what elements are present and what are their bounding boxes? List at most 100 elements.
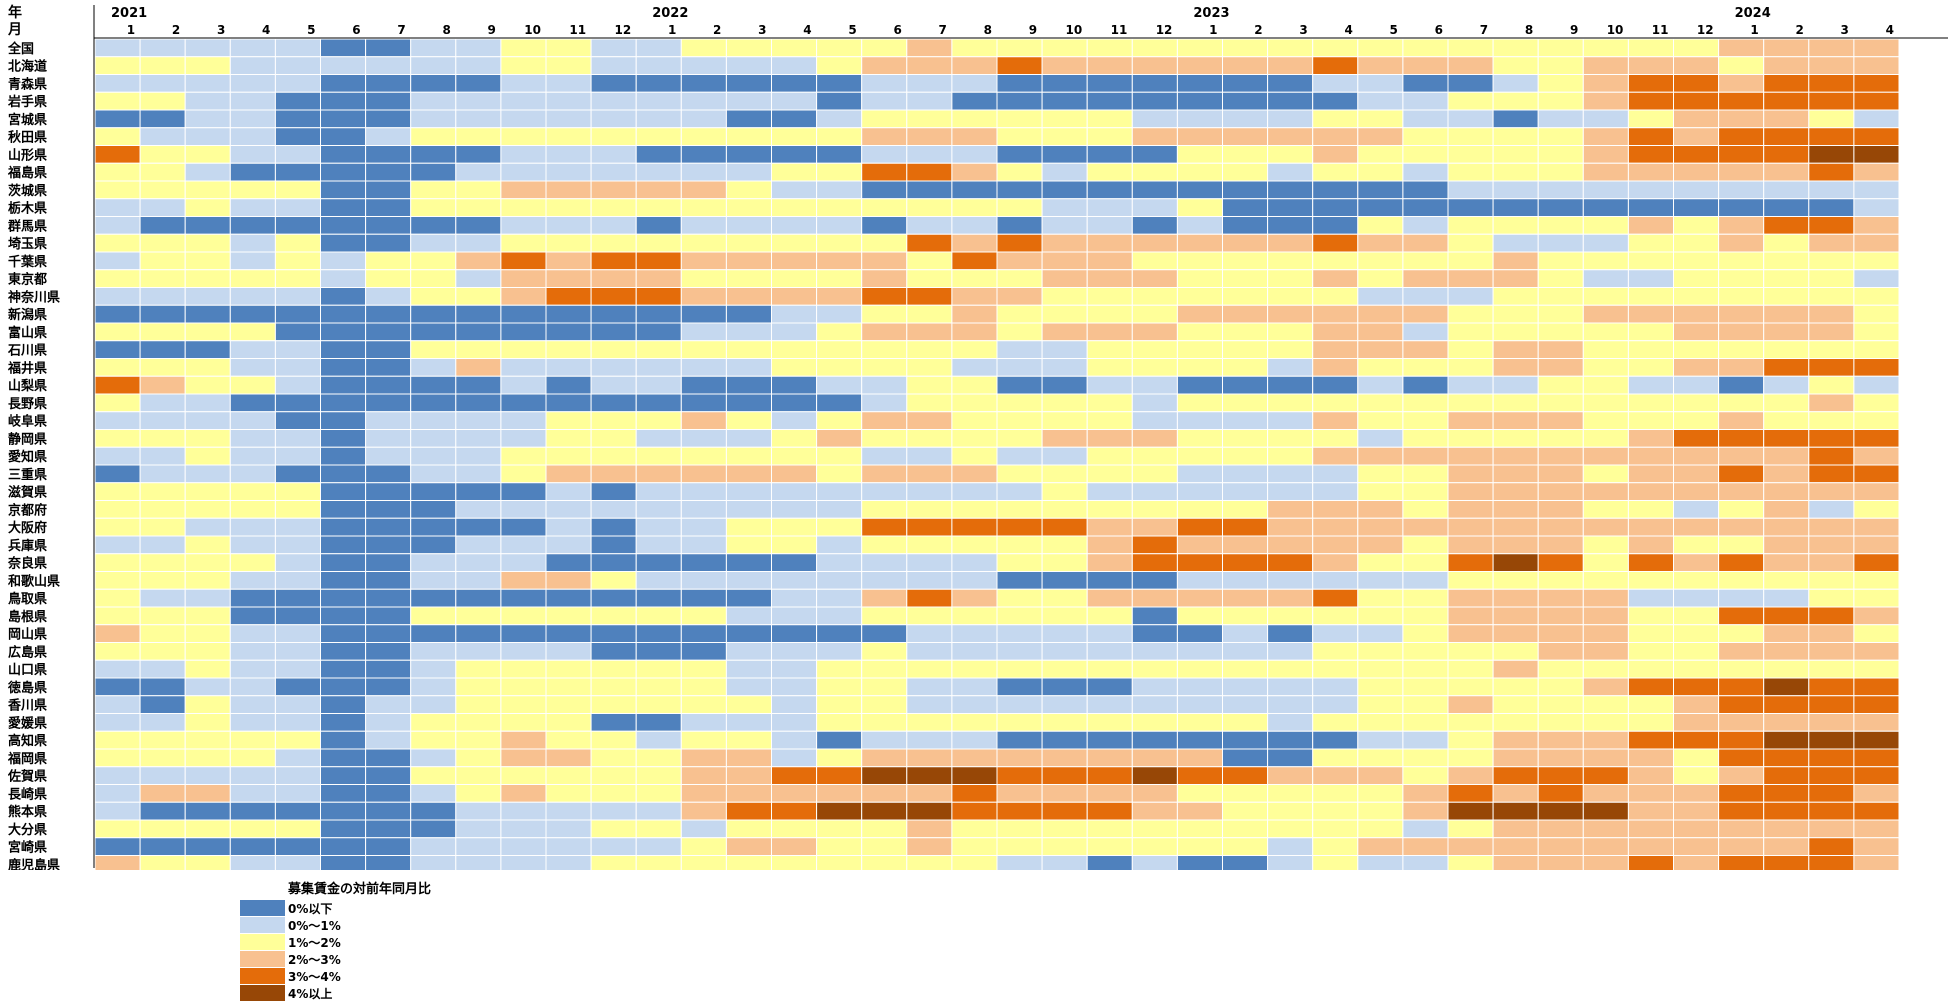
heatmap-cell (1447, 748, 1494, 768)
heatmap-cell (94, 251, 141, 271)
heatmap-cell (1312, 358, 1359, 377)
heatmap-cell (500, 109, 547, 129)
heatmap-cell (1447, 695, 1494, 714)
heatmap-cell (1673, 606, 1720, 626)
heatmap-cell (996, 784, 1043, 803)
heatmap-cell (1492, 855, 1539, 870)
heatmap-cell (1718, 606, 1765, 626)
heatmap-cell (1492, 304, 1539, 324)
heatmap-cell (1718, 642, 1765, 661)
heatmap-cell (635, 606, 682, 626)
heatmap-cell (1222, 109, 1269, 129)
heatmap-cell (1627, 74, 1675, 93)
heatmap-cell (500, 553, 547, 572)
heatmap-cell (1086, 606, 1133, 626)
heatmap-cell (320, 677, 367, 697)
heatmap-cell (184, 624, 231, 643)
heatmap-cell (816, 713, 863, 732)
heatmap-cell (951, 819, 998, 839)
heatmap-cell (1537, 269, 1584, 288)
heatmap-cell (1763, 233, 1810, 253)
heatmap-cell (139, 517, 186, 537)
heatmap-cell (229, 588, 276, 608)
heatmap-cell (996, 642, 1043, 661)
heatmap-cell (1718, 429, 1765, 448)
heatmap-cell (1627, 304, 1675, 324)
heatmap-cell (184, 659, 231, 679)
heatmap-cell (1086, 624, 1133, 643)
heatmap-cell (680, 571, 727, 590)
heatmap-cell (680, 429, 727, 448)
heatmap-cell (1357, 38, 1404, 58)
heatmap-cell (906, 180, 953, 200)
heatmap-cell (1357, 109, 1404, 129)
heatmap-cell (184, 819, 231, 839)
heatmap-cell (1492, 393, 1539, 413)
heatmap-cell (861, 74, 908, 93)
heatmap-cell (455, 393, 502, 413)
heatmap-cell (1086, 482, 1133, 501)
heatmap-cell (1041, 429, 1088, 448)
heatmap-cell (1492, 784, 1539, 803)
heatmap-cell (1402, 91, 1449, 111)
legend-label: 1%～2% (288, 936, 341, 950)
heatmap-cell (771, 500, 818, 519)
heatmap-cell (1402, 127, 1449, 146)
heatmap-cell (1402, 287, 1449, 306)
heatmap-cell (1357, 145, 1404, 164)
heatmap-cell (861, 216, 908, 235)
heatmap-cell (590, 287, 637, 306)
heatmap-cell (680, 269, 727, 288)
heatmap-cell (996, 216, 1043, 235)
heatmap-cell (1627, 216, 1675, 235)
heatmap-cell (1492, 322, 1539, 342)
heatmap-cell (635, 429, 682, 448)
heatmap-cell (320, 358, 367, 377)
heatmap-cell (94, 748, 141, 768)
month-tick-label: 7 (939, 23, 947, 37)
heatmap-cell (274, 855, 321, 870)
heatmap-cell (229, 837, 276, 856)
heatmap-cell (455, 56, 502, 75)
heatmap-cell (951, 446, 998, 466)
heatmap-cell (680, 304, 727, 324)
heatmap-cell (1176, 659, 1224, 679)
heatmap-cell (1447, 517, 1494, 537)
heatmap-cell (320, 730, 367, 750)
heatmap-cell (1718, 304, 1765, 324)
heatmap-cell (725, 304, 773, 324)
heatmap-cell (1131, 730, 1178, 750)
heatmap-cell (1041, 642, 1088, 661)
heatmap-cell (1131, 535, 1178, 555)
heatmap-cell (184, 482, 231, 501)
heatmap-cell (365, 837, 412, 856)
heatmap-cell (455, 837, 502, 856)
heatmap-cell (1492, 571, 1539, 590)
heatmap-cell (1447, 322, 1494, 342)
heatmap-cell (861, 251, 908, 271)
heatmap-cell (1673, 784, 1720, 803)
heatmap-cell (906, 446, 953, 466)
heatmap-cell (500, 446, 547, 466)
heatmap-cell (861, 784, 908, 803)
heatmap-cell (229, 606, 276, 626)
heatmap-cell (455, 358, 502, 377)
heatmap-cell (771, 251, 818, 271)
heatmap-cell (274, 411, 321, 430)
heatmap-cell (951, 695, 998, 714)
heatmap-cell (1808, 322, 1855, 342)
heatmap-cell (1808, 837, 1855, 856)
heatmap-cell (725, 482, 773, 501)
heatmap-cell (1763, 198, 1810, 217)
heatmap-cell (996, 91, 1043, 111)
heatmap-cell (410, 198, 457, 217)
heatmap-cell (1492, 464, 1539, 484)
heatmap-cell (725, 393, 773, 413)
heatmap-cell (545, 535, 592, 555)
heatmap-cell (1176, 91, 1224, 111)
heatmap-cell (184, 269, 231, 288)
legend-swatch (240, 968, 285, 985)
heatmap-cell (139, 588, 186, 608)
heatmap-cell (500, 56, 547, 75)
heatmap-cell (500, 145, 547, 164)
